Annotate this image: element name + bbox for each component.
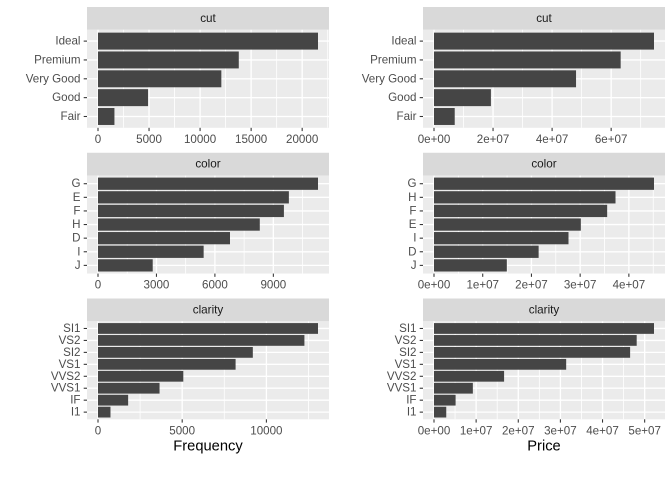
svg-text:0e+00: 0e+00 [418, 133, 451, 146]
svg-text:6e+07: 6e+07 [595, 133, 628, 146]
svg-text:I: I [413, 232, 416, 245]
svg-text:VS2: VS2 [395, 334, 417, 347]
svg-text:4e+07: 4e+07 [536, 133, 569, 146]
svg-text:VVS1: VVS1 [51, 382, 81, 395]
svg-text:4e+07: 4e+07 [586, 424, 619, 437]
svg-text:clarity: clarity [529, 303, 560, 316]
svg-text:IF: IF [406, 394, 416, 407]
svg-text:VS2: VS2 [59, 334, 81, 347]
svg-text:SI1: SI1 [399, 322, 416, 335]
svg-text:0: 0 [95, 279, 101, 292]
svg-text:E: E [409, 218, 417, 231]
svg-text:I1: I1 [407, 406, 417, 419]
svg-text:D: D [408, 245, 416, 258]
svg-text:F: F [409, 204, 416, 217]
svg-text:Fair: Fair [397, 110, 417, 123]
svg-text:6000: 6000 [202, 279, 228, 292]
svg-text:2e+07: 2e+07 [515, 279, 548, 292]
svg-text:SI1: SI1 [63, 322, 80, 335]
svg-text:F: F [73, 204, 80, 217]
svg-text:3e+07: 3e+07 [544, 424, 577, 437]
svg-text:3e+07: 3e+07 [564, 279, 597, 292]
svg-text:9000: 9000 [260, 279, 286, 292]
svg-text:Fair: Fair [61, 110, 81, 123]
svg-text:G: G [407, 177, 416, 190]
svg-text:1e+07: 1e+07 [460, 424, 493, 437]
svg-text:VVS2: VVS2 [387, 370, 417, 383]
svg-text:color: color [531, 158, 556, 171]
svg-text:color: color [195, 158, 220, 171]
svg-text:SI2: SI2 [399, 346, 416, 359]
svg-text:4e+07: 4e+07 [613, 279, 646, 292]
svg-text:Very Good: Very Good [26, 72, 81, 85]
svg-text:0e+00: 0e+00 [418, 279, 451, 292]
svg-text:I1: I1 [71, 406, 81, 419]
svg-text:IF: IF [70, 394, 80, 407]
svg-text:2e+07: 2e+07 [502, 424, 535, 437]
svg-text:I: I [77, 245, 80, 258]
svg-text:G: G [71, 177, 80, 190]
svg-text:cut: cut [536, 12, 552, 25]
svg-text:1e+07: 1e+07 [466, 279, 499, 292]
svg-text:20000: 20000 [286, 133, 318, 146]
svg-text:5000: 5000 [169, 424, 195, 437]
svg-text:J: J [411, 259, 417, 272]
svg-text:J: J [75, 259, 81, 272]
svg-text:Frequency: Frequency [173, 439, 243, 455]
svg-text:2e+07: 2e+07 [477, 133, 510, 146]
svg-text:3000: 3000 [144, 279, 170, 292]
svg-text:VS1: VS1 [59, 358, 81, 371]
svg-text:VS1: VS1 [395, 358, 417, 371]
svg-text:Good: Good [52, 91, 80, 104]
svg-text:Ideal: Ideal [391, 35, 416, 48]
svg-text:5e+07: 5e+07 [628, 424, 661, 437]
svg-text:VVS2: VVS2 [51, 370, 81, 383]
svg-text:Good: Good [388, 91, 416, 104]
svg-text:H: H [72, 218, 80, 231]
svg-text:0e+00: 0e+00 [418, 424, 451, 437]
svg-text:Very Good: Very Good [362, 72, 417, 85]
svg-text:clarity: clarity [193, 303, 224, 316]
svg-text:10000: 10000 [184, 133, 216, 146]
svg-text:VVS1: VVS1 [387, 382, 417, 395]
svg-text:Ideal: Ideal [55, 35, 80, 48]
svg-text:Premium: Premium [34, 53, 80, 66]
svg-text:5000: 5000 [136, 133, 162, 146]
svg-text:SI2: SI2 [63, 346, 80, 359]
svg-text:10000: 10000 [250, 424, 282, 437]
svg-text:0: 0 [95, 424, 101, 437]
svg-text:0: 0 [95, 133, 101, 146]
svg-text:cut: cut [200, 12, 216, 25]
svg-text:E: E [73, 191, 81, 204]
svg-text:H: H [408, 191, 416, 204]
svg-text:Price: Price [527, 439, 560, 455]
svg-text:Premium: Premium [370, 53, 416, 66]
svg-text:15000: 15000 [235, 133, 267, 146]
svg-text:D: D [72, 232, 80, 245]
